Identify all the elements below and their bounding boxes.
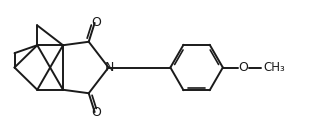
Text: N: N bbox=[104, 61, 114, 74]
Text: CH₃: CH₃ bbox=[263, 61, 285, 74]
Text: O: O bbox=[239, 61, 249, 74]
Text: O: O bbox=[91, 106, 101, 119]
Text: O: O bbox=[91, 16, 101, 29]
